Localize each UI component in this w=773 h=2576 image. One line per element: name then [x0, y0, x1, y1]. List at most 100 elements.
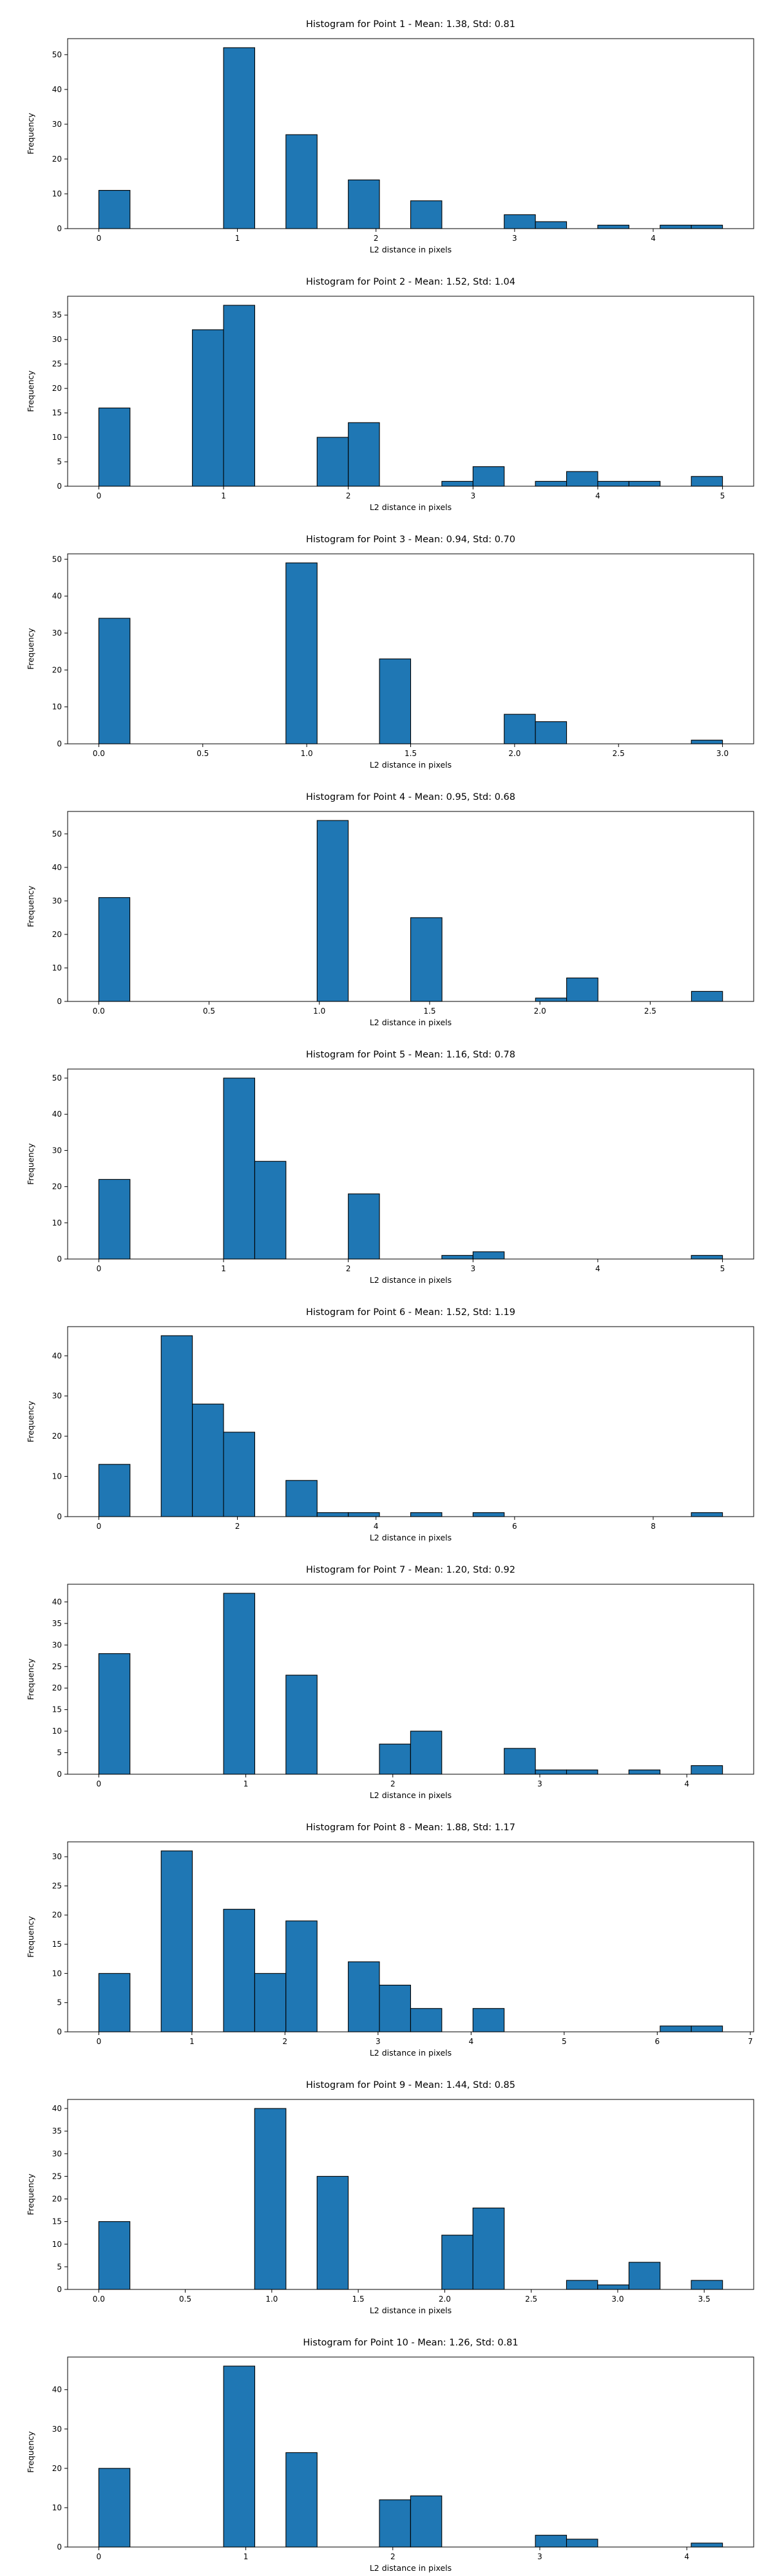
x-tick-label: 2: [374, 234, 379, 243]
y-tick-label: 30: [52, 335, 62, 344]
y-tick-label: 35: [52, 310, 62, 319]
y-tick-label: 20: [52, 1432, 62, 1441]
histogram-svg: Histogram for Point 8 - Mean: 1.88, Std:…: [26, 1823, 754, 2058]
x-axis-label: L2 distance in pixels: [370, 2306, 452, 2315]
axes-frame: [67, 1584, 754, 1775]
y-tick-label: 25: [52, 2172, 62, 2181]
y-tick-label: 40: [52, 592, 62, 601]
y-tick-label: 10: [52, 1969, 62, 1978]
y-tick-label: 20: [52, 2195, 62, 2204]
histogram-bar: [441, 1255, 473, 1260]
axes-frame: [67, 811, 754, 1002]
y-tick-label: 5: [57, 1748, 62, 1757]
x-tick-label: 2.5: [644, 1007, 656, 1016]
histogram-bar: [410, 1730, 443, 1775]
y-tick-label: 30: [52, 896, 62, 905]
histogram-bar: [660, 2025, 692, 2032]
chart-title: Histogram for Point 6 - Mean: 1.52, Std:…: [306, 1307, 515, 1318]
x-axis-label: L2 distance in pixels: [370, 2048, 452, 2058]
x-axis-label: L2 distance in pixels: [370, 1533, 452, 1542]
x-axis: 0 1 2 3 4: [97, 1774, 689, 1788]
chart-title: Histogram for Point 2 - Mean: 1.52, Std:…: [306, 277, 515, 287]
histogram-bar: [535, 721, 568, 744]
y-tick-label: 40: [52, 1351, 62, 1360]
x-tick-label: 1: [221, 1264, 226, 1273]
x-tick-label: 3: [537, 1779, 542, 1788]
histogram-bar: [98, 407, 131, 487]
histogram-bar: [160, 1335, 193, 1517]
x-tick-label: 0.0: [93, 1007, 105, 1016]
y-tick-label: 5: [57, 457, 62, 466]
histogram-bar: [472, 466, 505, 487]
histogram-svg: Histogram for Point 7 - Mean: 1.20, Std:…: [26, 1565, 754, 1800]
chart-title: Histogram for Point 1 - Mean: 1.38, Std:…: [306, 19, 515, 30]
histogram-chart-7: Histogram for Point 7 - Mean: 1.20, Std:…: [0, 1546, 773, 1801]
histogram-bar: [254, 1160, 287, 1260]
y-tick-label: 10: [52, 1218, 62, 1227]
y-axis-label: Frequency: [26, 886, 35, 927]
histogram-bars: [98, 2108, 723, 2290]
y-tick-label: 5: [57, 1998, 62, 2007]
chart-title: Histogram for Point 5 - Mean: 1.16, Std:…: [306, 1050, 515, 1060]
y-tick-label: 15: [52, 2217, 62, 2226]
x-tick-label: 4: [651, 234, 656, 243]
x-axis: 0.0 0.5 1.0 1.5 2.0 2.5 3.0 3.5: [93, 2289, 711, 2304]
histogram-bar: [566, 2280, 598, 2290]
histogram-bar: [597, 2284, 629, 2290]
histogram-bar: [223, 1432, 256, 1517]
y-tick-label: 20: [52, 155, 62, 164]
histogram-bar: [628, 1769, 661, 1775]
histogram-bar: [254, 1973, 287, 2032]
histogram-bar: [566, 1769, 598, 1775]
histogram-chart-8: Histogram for Point 8 - Mean: 1.88, Std:…: [0, 1803, 773, 2058]
x-axis: 0 1 2 3 4 5: [97, 486, 725, 500]
histogram-bar: [691, 990, 723, 1002]
x-axis: 0 1 2 3 4 5 6 7: [97, 2032, 753, 2046]
histogram-bar: [285, 2452, 318, 2548]
y-axis: 0 10 20 30 40 50: [52, 50, 68, 233]
x-tick-label: 4: [374, 1522, 379, 1531]
histogram-bar: [98, 618, 131, 744]
histogram-bar: [223, 1077, 256, 1260]
x-tick-label: 0: [97, 234, 102, 243]
histogram-bar: [504, 1748, 536, 1775]
x-tick-label: 1: [221, 491, 226, 500]
y-axis: 0 10 20 30 40: [52, 1351, 68, 1521]
histogram-bar: [316, 2175, 349, 2290]
x-tick-label: 0.5: [203, 1007, 215, 1016]
histogram-bars: [98, 1850, 723, 2032]
x-tick-label: 2: [390, 2552, 396, 2561]
histogram-bar: [379, 1984, 411, 2032]
histogram-bar: [597, 225, 629, 229]
y-tick-label: 40: [52, 1597, 62, 1606]
x-tick-label: 3.0: [611, 2295, 624, 2304]
histogram-bar: [410, 1512, 443, 1517]
y-tick-label: 20: [52, 665, 62, 674]
y-axis: 0 5 10 15 20 25 30: [52, 1852, 68, 2036]
y-tick-label: 20: [52, 1911, 62, 1920]
histogram-chart-3: Histogram for Point 3 - Mean: 0.94, Std:…: [0, 515, 773, 770]
y-tick-label: 15: [52, 1940, 62, 1949]
histogram-bar: [223, 1909, 255, 2032]
chart-title: Histogram for Point 4 - Mean: 0.95, Std:…: [306, 792, 515, 802]
y-tick-label: 0: [57, 1770, 62, 1779]
chart-title: Histogram for Point 9 - Mean: 1.44, Std:…: [306, 2080, 515, 2090]
x-tick-label: 3: [470, 491, 475, 500]
histogram-bar: [410, 2496, 443, 2548]
histogram-bar: [535, 2535, 568, 2548]
histogram-chart-10: Histogram for Point 10 - Mean: 1.26, Std…: [0, 2318, 773, 2573]
x-tick-label: 0.5: [179, 2295, 191, 2304]
histogram-bar: [254, 2108, 287, 2290]
histogram-bar: [441, 480, 473, 487]
y-tick-label: 0: [57, 224, 62, 233]
y-axis: 0 5 10 15 20 25 30 35: [52, 310, 68, 491]
axes-frame: [67, 2099, 754, 2290]
x-tick-label: 1: [243, 1779, 249, 1788]
histogram-bars: [98, 305, 723, 487]
x-axis-label: L2 distance in pixels: [370, 760, 452, 770]
x-tick-label: 2.5: [613, 749, 625, 758]
y-tick-label: 20: [52, 1182, 62, 1191]
y-axis-label: Frequency: [26, 370, 35, 412]
histogram-bar: [348, 1512, 380, 1517]
